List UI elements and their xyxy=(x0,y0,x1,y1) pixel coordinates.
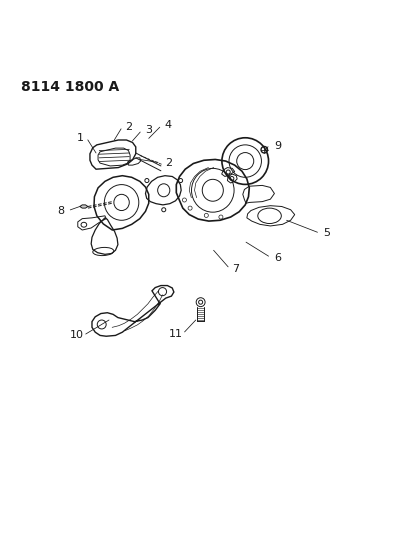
Text: 2: 2 xyxy=(165,158,172,168)
Text: 3: 3 xyxy=(145,125,152,135)
Text: 10: 10 xyxy=(69,330,83,341)
Text: 9: 9 xyxy=(274,141,281,151)
Text: 7: 7 xyxy=(232,264,240,274)
Text: 2: 2 xyxy=(125,122,132,132)
Text: 1: 1 xyxy=(77,133,84,142)
Text: 4: 4 xyxy=(165,120,172,131)
Text: 11: 11 xyxy=(169,329,183,339)
Polygon shape xyxy=(80,205,88,208)
Text: 6: 6 xyxy=(274,253,281,263)
Text: 8114 1800 A: 8114 1800 A xyxy=(21,80,119,94)
Text: 8: 8 xyxy=(57,206,64,215)
Text: 5: 5 xyxy=(323,228,330,238)
